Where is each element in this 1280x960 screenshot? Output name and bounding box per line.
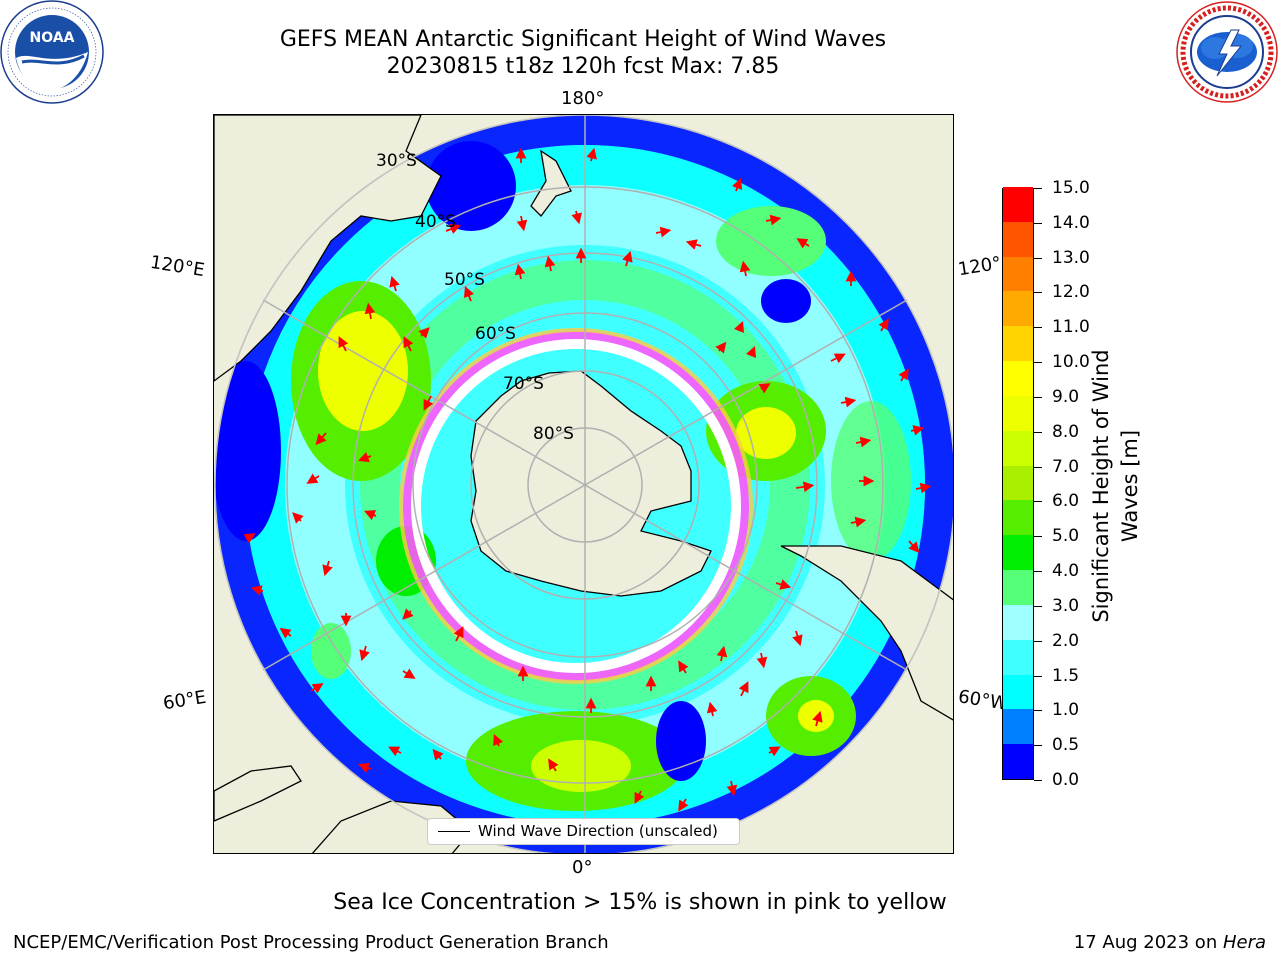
footer-branch: NCEP/EMC/Verification Post Processing Pr… [13, 932, 609, 953]
legend-label: Wind Wave Direction (unscaled) [478, 822, 718, 840]
colorbar-tick [1034, 222, 1042, 224]
lat-label-50s: 50°S [444, 270, 485, 290]
colorbar-tick-label: 1.0 [1052, 700, 1080, 721]
colorbar-tick [1034, 640, 1042, 642]
colorbar-tick [1034, 605, 1042, 607]
colorbar-tick [1034, 466, 1042, 468]
colorbar-segment [1003, 256, 1033, 292]
colorbar-tick-label: 9.0 [1052, 386, 1080, 407]
colorbar-tick [1034, 327, 1042, 329]
colorbar-tick-label: 1.5 [1052, 665, 1080, 686]
lat-label-40s: 40°S [415, 212, 456, 232]
colorbar-tick [1034, 396, 1042, 398]
polar-map [214, 115, 953, 853]
colorbar-tick-label: 14.0 [1052, 212, 1090, 233]
lon-label-120w: 120° [956, 252, 1003, 281]
colorbar-segment [1003, 290, 1033, 327]
colorbar-tick-label: 7.0 [1052, 456, 1080, 477]
lat-label-70s: 70°S [503, 374, 544, 394]
colorbar-tick-label: 0.5 [1052, 735, 1080, 756]
colorbar-title: Significant Height of Wind Waves [m] [1087, 336, 1145, 636]
footer-machine: Hera [1222, 932, 1266, 953]
colorbar-tick-label: 4.0 [1052, 561, 1080, 582]
colorbar-tick [1034, 780, 1042, 781]
colorbar-tick [1034, 710, 1042, 712]
colorbar-tick [1034, 501, 1042, 503]
colorbar-tick-label: 6.0 [1052, 491, 1080, 512]
colorbar-segment [1003, 430, 1033, 466]
map-subtitle: 20230815 t18z 120h fcst Max: 7.85 [386, 54, 780, 79]
colorbar [1002, 186, 1034, 780]
colorbar-tick [1034, 571, 1042, 573]
colorbar-title-line2: Waves [m] [1118, 429, 1142, 543]
colorbar-tick-label: 0.0 [1052, 770, 1080, 790]
lat-label-80s: 80°S [533, 424, 574, 444]
lat-label-60s: 60°S [475, 324, 516, 344]
colorbar-segment [1003, 604, 1033, 640]
noaa-logo-text: NOAA [30, 30, 75, 46]
graticule [214, 115, 953, 853]
lon-label-180: 180° [561, 88, 605, 109]
colorbar-tick [1034, 188, 1042, 189]
colorbar-tick-label: 2.0 [1052, 630, 1080, 651]
map-panel [213, 114, 954, 854]
colorbar-tick-label: 11.0 [1052, 317, 1090, 338]
sea-ice-edge [399, 328, 753, 684]
footer-date-text: 17 Aug 2023 on [1073, 932, 1223, 953]
colorbar-tick-label: 10.0 [1052, 352, 1090, 373]
footer-date: 17 Aug 2023 on Hera [1074, 932, 1266, 953]
colorbar-tick-label: 5.0 [1052, 526, 1080, 547]
lon-label-0: 0° [572, 857, 593, 878]
colorbar-tick-label: 8.0 [1052, 421, 1080, 442]
colorbar-segment [1003, 221, 1033, 257]
lon-label-60e: 60°E [161, 686, 208, 715]
colorbar-tick [1034, 745, 1042, 747]
colorbar-tick-label: 13.0 [1052, 247, 1090, 268]
colorbar-segment [1003, 465, 1033, 501]
colorbar-segment [1003, 674, 1033, 710]
colorbar-tick-label: 12.0 [1052, 282, 1090, 303]
nws-logo [1176, 1, 1278, 103]
sea-ice-caption: Sea Ice Concentration > 15% is shown in … [333, 890, 947, 915]
colorbar-segment [1003, 360, 1033, 396]
land-masses [214, 115, 953, 853]
colorbar-tick [1034, 292, 1042, 294]
colorbar-tick [1034, 431, 1042, 433]
colorbar-tick [1034, 536, 1042, 538]
colorbar-segment [1003, 569, 1033, 605]
colorbar-tick [1034, 257, 1042, 259]
colorbar-title-line1: Significant Height of Wind [1089, 349, 1113, 623]
colorbar-tick [1034, 675, 1042, 677]
colorbar-segment [1003, 534, 1033, 571]
wind-wave-arrows [243, 147, 932, 837]
colorbar-segment [1003, 499, 1033, 536]
lat-label-30s: 30°S [376, 151, 417, 171]
map-legend: Wind Wave Direction (unscaled) [427, 818, 740, 845]
colorbar-tick [1034, 362, 1042, 364]
map-title: GEFS MEAN Antarctic Significant Height o… [279, 27, 887, 52]
colorbar-segment [1003, 395, 1033, 431]
colorbar-segment [1003, 325, 1033, 362]
noaa-logo: NOAA [0, 0, 104, 104]
colorbar-segment [1003, 639, 1033, 675]
colorbar-segment [1003, 186, 1033, 222]
colorbar-tick-label: 15.0 [1052, 178, 1090, 198]
colorbar-segment [1003, 743, 1033, 779]
colorbar-tick-label: 3.0 [1052, 595, 1080, 616]
legend-line-swatch [438, 831, 470, 832]
lon-label-120e: 120°E [148, 251, 207, 282]
colorbar-segment [1003, 708, 1033, 745]
